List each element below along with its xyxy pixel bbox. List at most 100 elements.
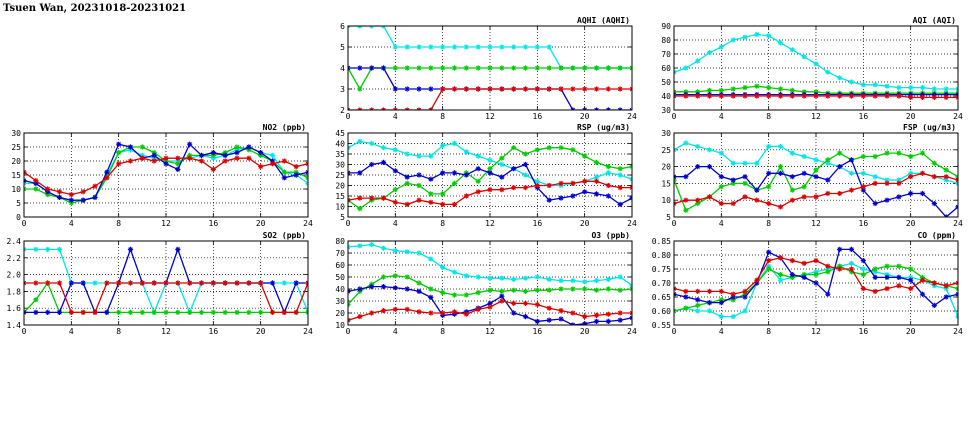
data-point bbox=[163, 155, 169, 161]
x-tick-label: 8 bbox=[440, 327, 445, 336]
x-tick-label: 12 bbox=[485, 327, 495, 336]
data-point bbox=[683, 294, 689, 300]
data-point bbox=[931, 302, 937, 308]
y-tick-label: 70 bbox=[661, 50, 671, 59]
data-point bbox=[440, 170, 446, 176]
x-tick-label: 24 bbox=[627, 327, 637, 336]
data-point bbox=[546, 145, 552, 151]
data-point bbox=[269, 280, 276, 286]
chart-title: CO (ppm) bbox=[917, 231, 956, 240]
data-point bbox=[511, 185, 517, 191]
data-point bbox=[80, 280, 86, 286]
data-point bbox=[825, 177, 831, 183]
data-point bbox=[463, 172, 469, 178]
data-point bbox=[617, 185, 623, 191]
data-point bbox=[825, 291, 831, 297]
data-point bbox=[475, 44, 481, 50]
data-point bbox=[499, 161, 505, 168]
data-point bbox=[416, 197, 422, 203]
data-point bbox=[151, 150, 157, 156]
y-tick-label: 0.65 bbox=[652, 293, 671, 302]
data-point bbox=[198, 158, 205, 164]
y-tick-label: 0.55 bbox=[652, 321, 671, 330]
data-point bbox=[392, 285, 398, 291]
data-point bbox=[825, 157, 831, 163]
data-point bbox=[258, 152, 264, 158]
y-tick-label: 20 bbox=[11, 157, 21, 166]
data-point bbox=[813, 194, 819, 200]
data-point bbox=[896, 274, 902, 280]
data-point bbox=[357, 243, 363, 249]
data-point bbox=[534, 44, 540, 50]
x-tick-label: 16 bbox=[209, 327, 219, 336]
data-point bbox=[766, 85, 772, 91]
data-point bbox=[801, 194, 807, 200]
data-point bbox=[546, 86, 552, 92]
data-point bbox=[463, 193, 469, 199]
data-point bbox=[896, 177, 902, 183]
data-point bbox=[139, 309, 145, 315]
data-point bbox=[416, 65, 422, 71]
data-point bbox=[68, 192, 74, 198]
data-point bbox=[546, 276, 552, 282]
data-point bbox=[511, 287, 517, 293]
data-point bbox=[511, 276, 517, 282]
data-point bbox=[198, 309, 205, 315]
data-point bbox=[683, 174, 689, 180]
y-tick-label: 30 bbox=[661, 129, 671, 138]
data-point bbox=[187, 280, 193, 286]
data-point bbox=[175, 246, 181, 252]
data-point bbox=[392, 86, 398, 92]
data-point bbox=[777, 164, 784, 170]
x-tick-label: 12 bbox=[161, 327, 171, 336]
data-point bbox=[534, 287, 540, 293]
chart-fsp: 0 4 8 12 16 20 24 5 10 15 20 25 30 FSP (ug/m3) bbox=[661, 123, 963, 228]
data-point bbox=[281, 169, 287, 175]
data-point bbox=[683, 89, 689, 95]
data-point bbox=[695, 164, 701, 170]
data-point bbox=[683, 65, 689, 71]
data-point bbox=[499, 86, 505, 92]
data-point bbox=[281, 280, 287, 286]
data-point bbox=[475, 274, 481, 280]
data-point bbox=[884, 197, 890, 203]
data-point bbox=[369, 242, 375, 248]
data-point bbox=[872, 180, 878, 186]
data-point bbox=[163, 158, 169, 164]
data-point bbox=[718, 44, 724, 50]
series-cyan bbox=[24, 144, 308, 203]
data-point bbox=[151, 152, 157, 158]
x-tick-label: 12 bbox=[811, 327, 821, 336]
y-tick-label: 1.6 bbox=[7, 304, 22, 313]
y-tick-label: 10 bbox=[335, 203, 345, 212]
plot-frame bbox=[347, 25, 633, 111]
y-tick-label: 40 bbox=[661, 92, 671, 101]
data-point bbox=[593, 312, 600, 318]
data-point bbox=[428, 44, 434, 50]
data-point bbox=[534, 302, 540, 308]
y-tick-label: 5 bbox=[16, 199, 21, 208]
data-point bbox=[848, 170, 855, 176]
data-point bbox=[246, 147, 252, 153]
data-point bbox=[151, 280, 157, 286]
data-point bbox=[825, 269, 831, 275]
data-point bbox=[293, 164, 299, 170]
data-point bbox=[605, 193, 611, 199]
series-cyan bbox=[348, 242, 632, 288]
data-point bbox=[151, 309, 157, 315]
y-tick-label: 30 bbox=[335, 161, 345, 170]
x-tick-label: 12 bbox=[811, 112, 821, 121]
data-point bbox=[766, 200, 772, 207]
data-point bbox=[570, 86, 576, 92]
data-point bbox=[837, 93, 843, 99]
data-point bbox=[404, 249, 410, 255]
data-point bbox=[33, 246, 39, 252]
y-tick-label: 10 bbox=[335, 321, 345, 330]
data-point bbox=[546, 287, 552, 293]
data-point bbox=[908, 174, 914, 180]
data-point bbox=[80, 197, 86, 203]
data-point bbox=[766, 143, 772, 150]
data-point bbox=[163, 309, 169, 315]
data-point bbox=[45, 246, 51, 252]
